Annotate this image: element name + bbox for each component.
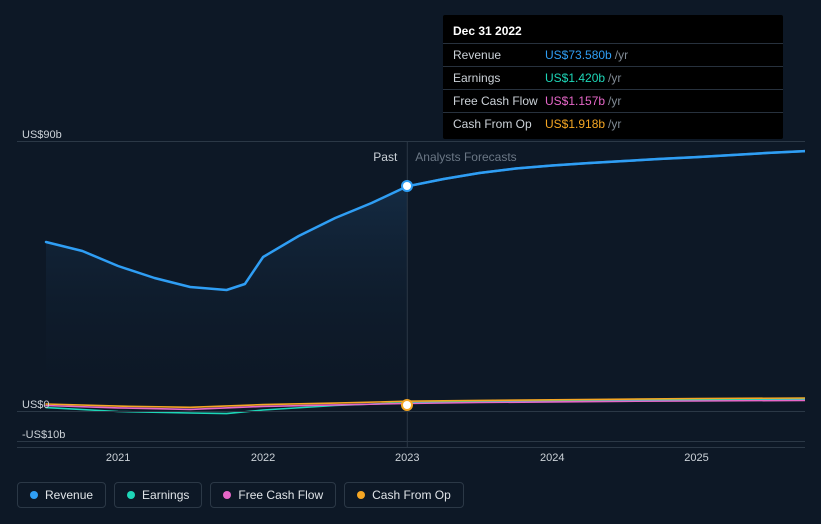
legend-item-cfo[interactable]: Cash From Op [344, 482, 464, 508]
tooltip-row-value: US$73.580b [545, 48, 612, 62]
tooltip-row: RevenueUS$73.580b /yr [443, 44, 783, 67]
legend-item-fcf[interactable]: Free Cash Flow [210, 482, 336, 508]
legend-item-revenue[interactable]: Revenue [17, 482, 106, 508]
tooltip-row: Free Cash FlowUS$1.157b /yr [443, 90, 783, 113]
x-axis-label: 2023 [395, 452, 419, 464]
legend-dot-icon [357, 491, 365, 499]
tooltip-row-label: Revenue [453, 48, 545, 62]
tooltip-row-label: Free Cash Flow [453, 94, 545, 108]
legend-dot-icon [30, 491, 38, 499]
y-axis-label: -US$10b [22, 429, 65, 441]
hover-tooltip: Dec 31 2022 RevenueUS$73.580b /yrEarning… [443, 15, 783, 139]
tooltip-row-unit: /yr [608, 94, 621, 108]
x-axis-label: 2022 [251, 452, 275, 464]
legend-dot-icon [223, 491, 231, 499]
tooltip-row-value: US$1.918b [545, 117, 605, 131]
x-axis-label: 2021 [106, 452, 130, 464]
legend-dot-icon [127, 491, 135, 499]
legend-item-label: Earnings [142, 488, 189, 502]
gridline [17, 441, 805, 442]
gridline [17, 141, 805, 142]
tooltip-row-value: US$1.157b [545, 94, 605, 108]
legend-item-label: Free Cash Flow [238, 488, 323, 502]
tooltip-row-unit: /yr [608, 117, 621, 131]
y-axis-label: US$0 [22, 399, 50, 411]
data-point-marker [403, 182, 411, 190]
x-axis-label: 2024 [540, 452, 564, 464]
tooltip-row-unit: /yr [615, 48, 628, 62]
legend-item-label: Revenue [45, 488, 93, 502]
x-axis-label: 2025 [684, 452, 708, 464]
tooltip-row: EarningsUS$1.420b /yr [443, 67, 783, 90]
y-axis-label: US$90b [22, 129, 62, 141]
tooltip-row-value: US$1.420b [545, 71, 605, 85]
legend: Revenue Earnings Free Cash Flow Cash From O… [17, 482, 464, 508]
legend-item-label: Cash From Op [372, 488, 451, 502]
section-label-past: Past [373, 150, 397, 164]
data-point-marker [403, 401, 411, 409]
section-label-forecast: Analysts Forecasts [415, 150, 516, 164]
tooltip-title: Dec 31 2022 [443, 19, 783, 44]
tooltip-row: Cash From OpUS$1.918b /yr [443, 113, 783, 135]
tooltip-row-label: Earnings [453, 71, 545, 85]
gridline [17, 411, 805, 412]
axis-baseline [17, 447, 805, 448]
tooltip-row-unit: /yr [608, 71, 621, 85]
tooltip-row-label: Cash From Op [453, 117, 545, 131]
legend-item-earnings[interactable]: Earnings [114, 482, 202, 508]
